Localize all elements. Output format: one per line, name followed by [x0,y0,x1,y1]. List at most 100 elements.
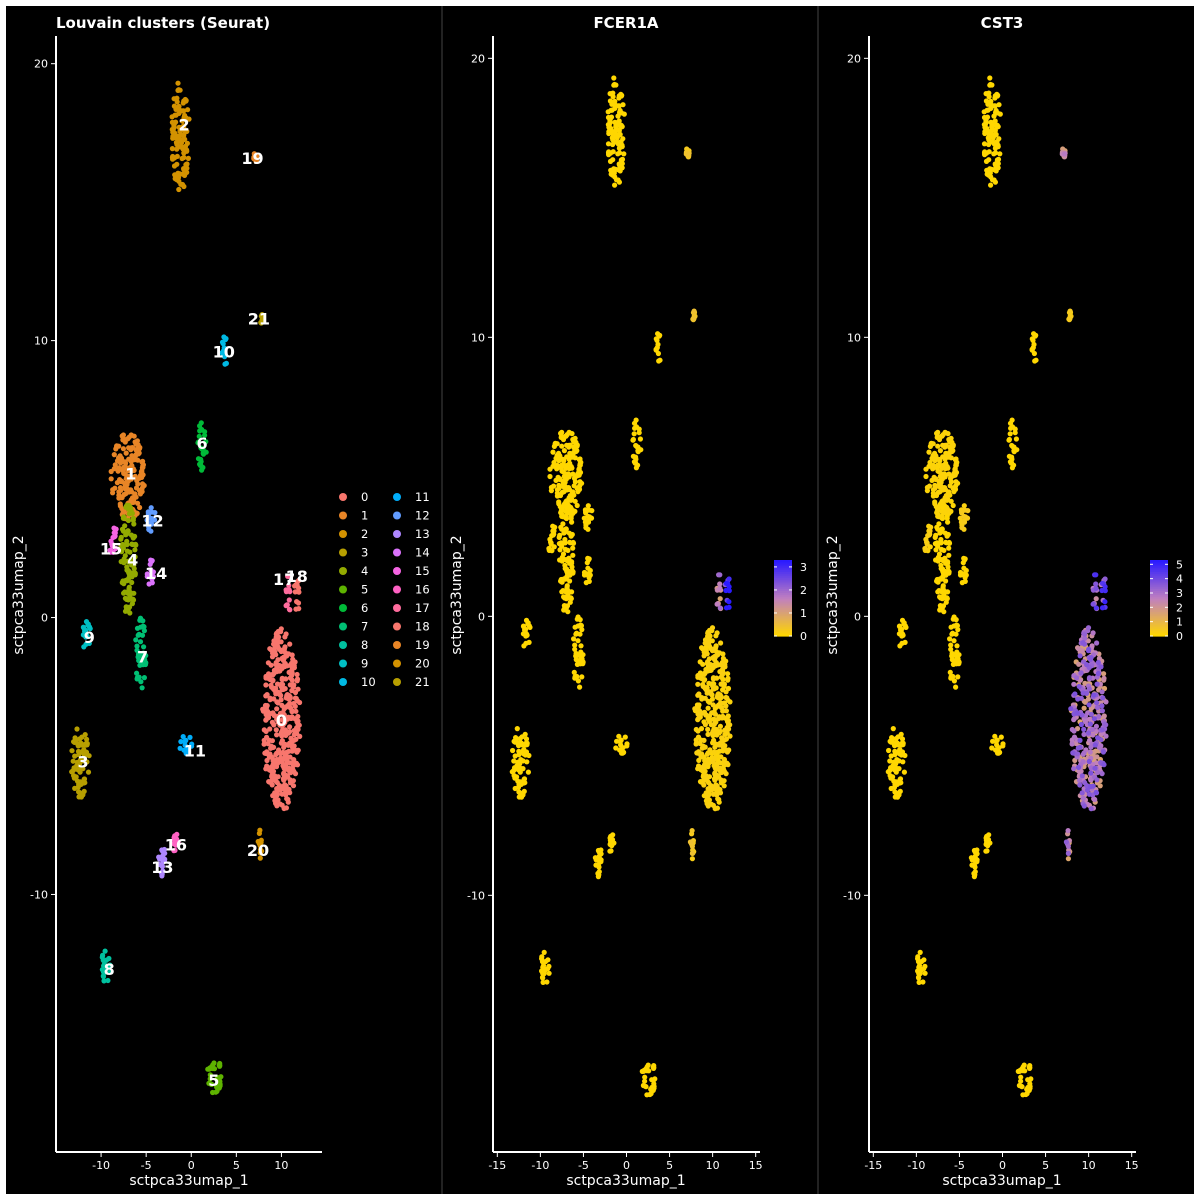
data-point [1071,766,1077,772]
data-point [125,436,131,442]
data-point [705,726,711,733]
data-point [291,700,297,707]
data-point [997,151,1003,157]
data-point [129,601,135,607]
colorbar-tick-label: 5 [1176,558,1183,571]
data-point [257,827,263,833]
data-point [596,853,602,860]
colorbar-segment [774,630,792,633]
data-point [1027,1063,1033,1069]
data-point [116,465,122,471]
y-tick-label: 20 [34,58,48,71]
data-point [84,633,90,639]
colorbar-segment [774,565,792,569]
data-point [1079,773,1085,779]
data-point [935,489,942,495]
points-layer [885,75,1109,1098]
data-point [606,130,612,137]
data-point [631,420,638,426]
data-point [706,635,712,642]
data-point [940,442,946,448]
colorbar-tick-label: 2 [1176,601,1183,614]
data-point [118,455,125,461]
data-point [699,751,705,757]
data-point [615,139,621,146]
data-point [282,773,288,779]
data-point [1094,777,1100,783]
data-point [546,970,552,976]
colorbar-tick-label: 1 [1176,616,1183,629]
data-point [280,763,286,769]
data-point [1085,625,1092,631]
colorbar-segment [1150,590,1168,593]
data-point [712,744,718,750]
data-point [182,112,188,119]
data-point [986,149,992,155]
data-point [616,145,623,151]
data-point [896,623,903,629]
data-point [965,508,971,514]
data-point [263,682,269,688]
data-point [725,671,731,677]
data-point [615,103,621,109]
data-point [723,703,729,709]
data-point [945,589,951,595]
data-point [125,478,131,484]
data-point [959,525,965,531]
legend-swatch [393,641,401,649]
legend-label: 14 [415,546,430,560]
data-point [946,509,953,515]
data-point [946,552,952,558]
colorbar-segment [774,586,792,590]
data-point [139,474,145,480]
cluster-label: 18 [286,567,308,586]
data-point [991,139,997,146]
colorbar-tick-label: 3 [1176,587,1183,600]
data-point [954,643,960,649]
data-point [526,623,532,629]
data-point [133,441,139,447]
data-point [284,663,290,669]
data-point [596,864,602,870]
data-point [283,631,289,637]
data-point [612,182,618,188]
data-point [129,579,135,586]
data-point [920,979,926,985]
x-ticks: -15 -10 -5 0 5 10 15 [864,1152,1139,1172]
data-point [539,959,546,965]
data-point [141,624,147,630]
data-point [563,557,569,563]
colorbar-segment [1150,586,1168,590]
data-point [286,703,293,710]
data-point [77,757,84,763]
data-point [72,737,78,744]
data-point [81,776,87,782]
data-point [635,449,641,455]
y-tick-label: 0 [478,610,485,623]
data-point [936,436,943,443]
data-point [521,643,527,649]
data-point [712,655,718,661]
data-point [717,723,724,730]
colorbar-segment [1150,582,1168,586]
data-point [266,676,272,682]
data-point [101,978,107,984]
data-point [274,756,280,763]
colorbar-segment [1150,592,1168,595]
data-point [71,775,77,781]
data-point [1099,703,1105,709]
cluster-label: 10 [213,343,235,362]
data-point [948,624,954,630]
data-point [550,523,556,529]
data-point [717,585,723,592]
data-point [566,530,573,536]
figure-background [6,6,1194,1194]
data-point [720,655,727,662]
data-point [181,150,187,156]
data-point [698,710,704,716]
data-point [550,532,556,538]
data-point [576,472,582,478]
data-point [1080,795,1086,802]
data-point [278,692,284,699]
